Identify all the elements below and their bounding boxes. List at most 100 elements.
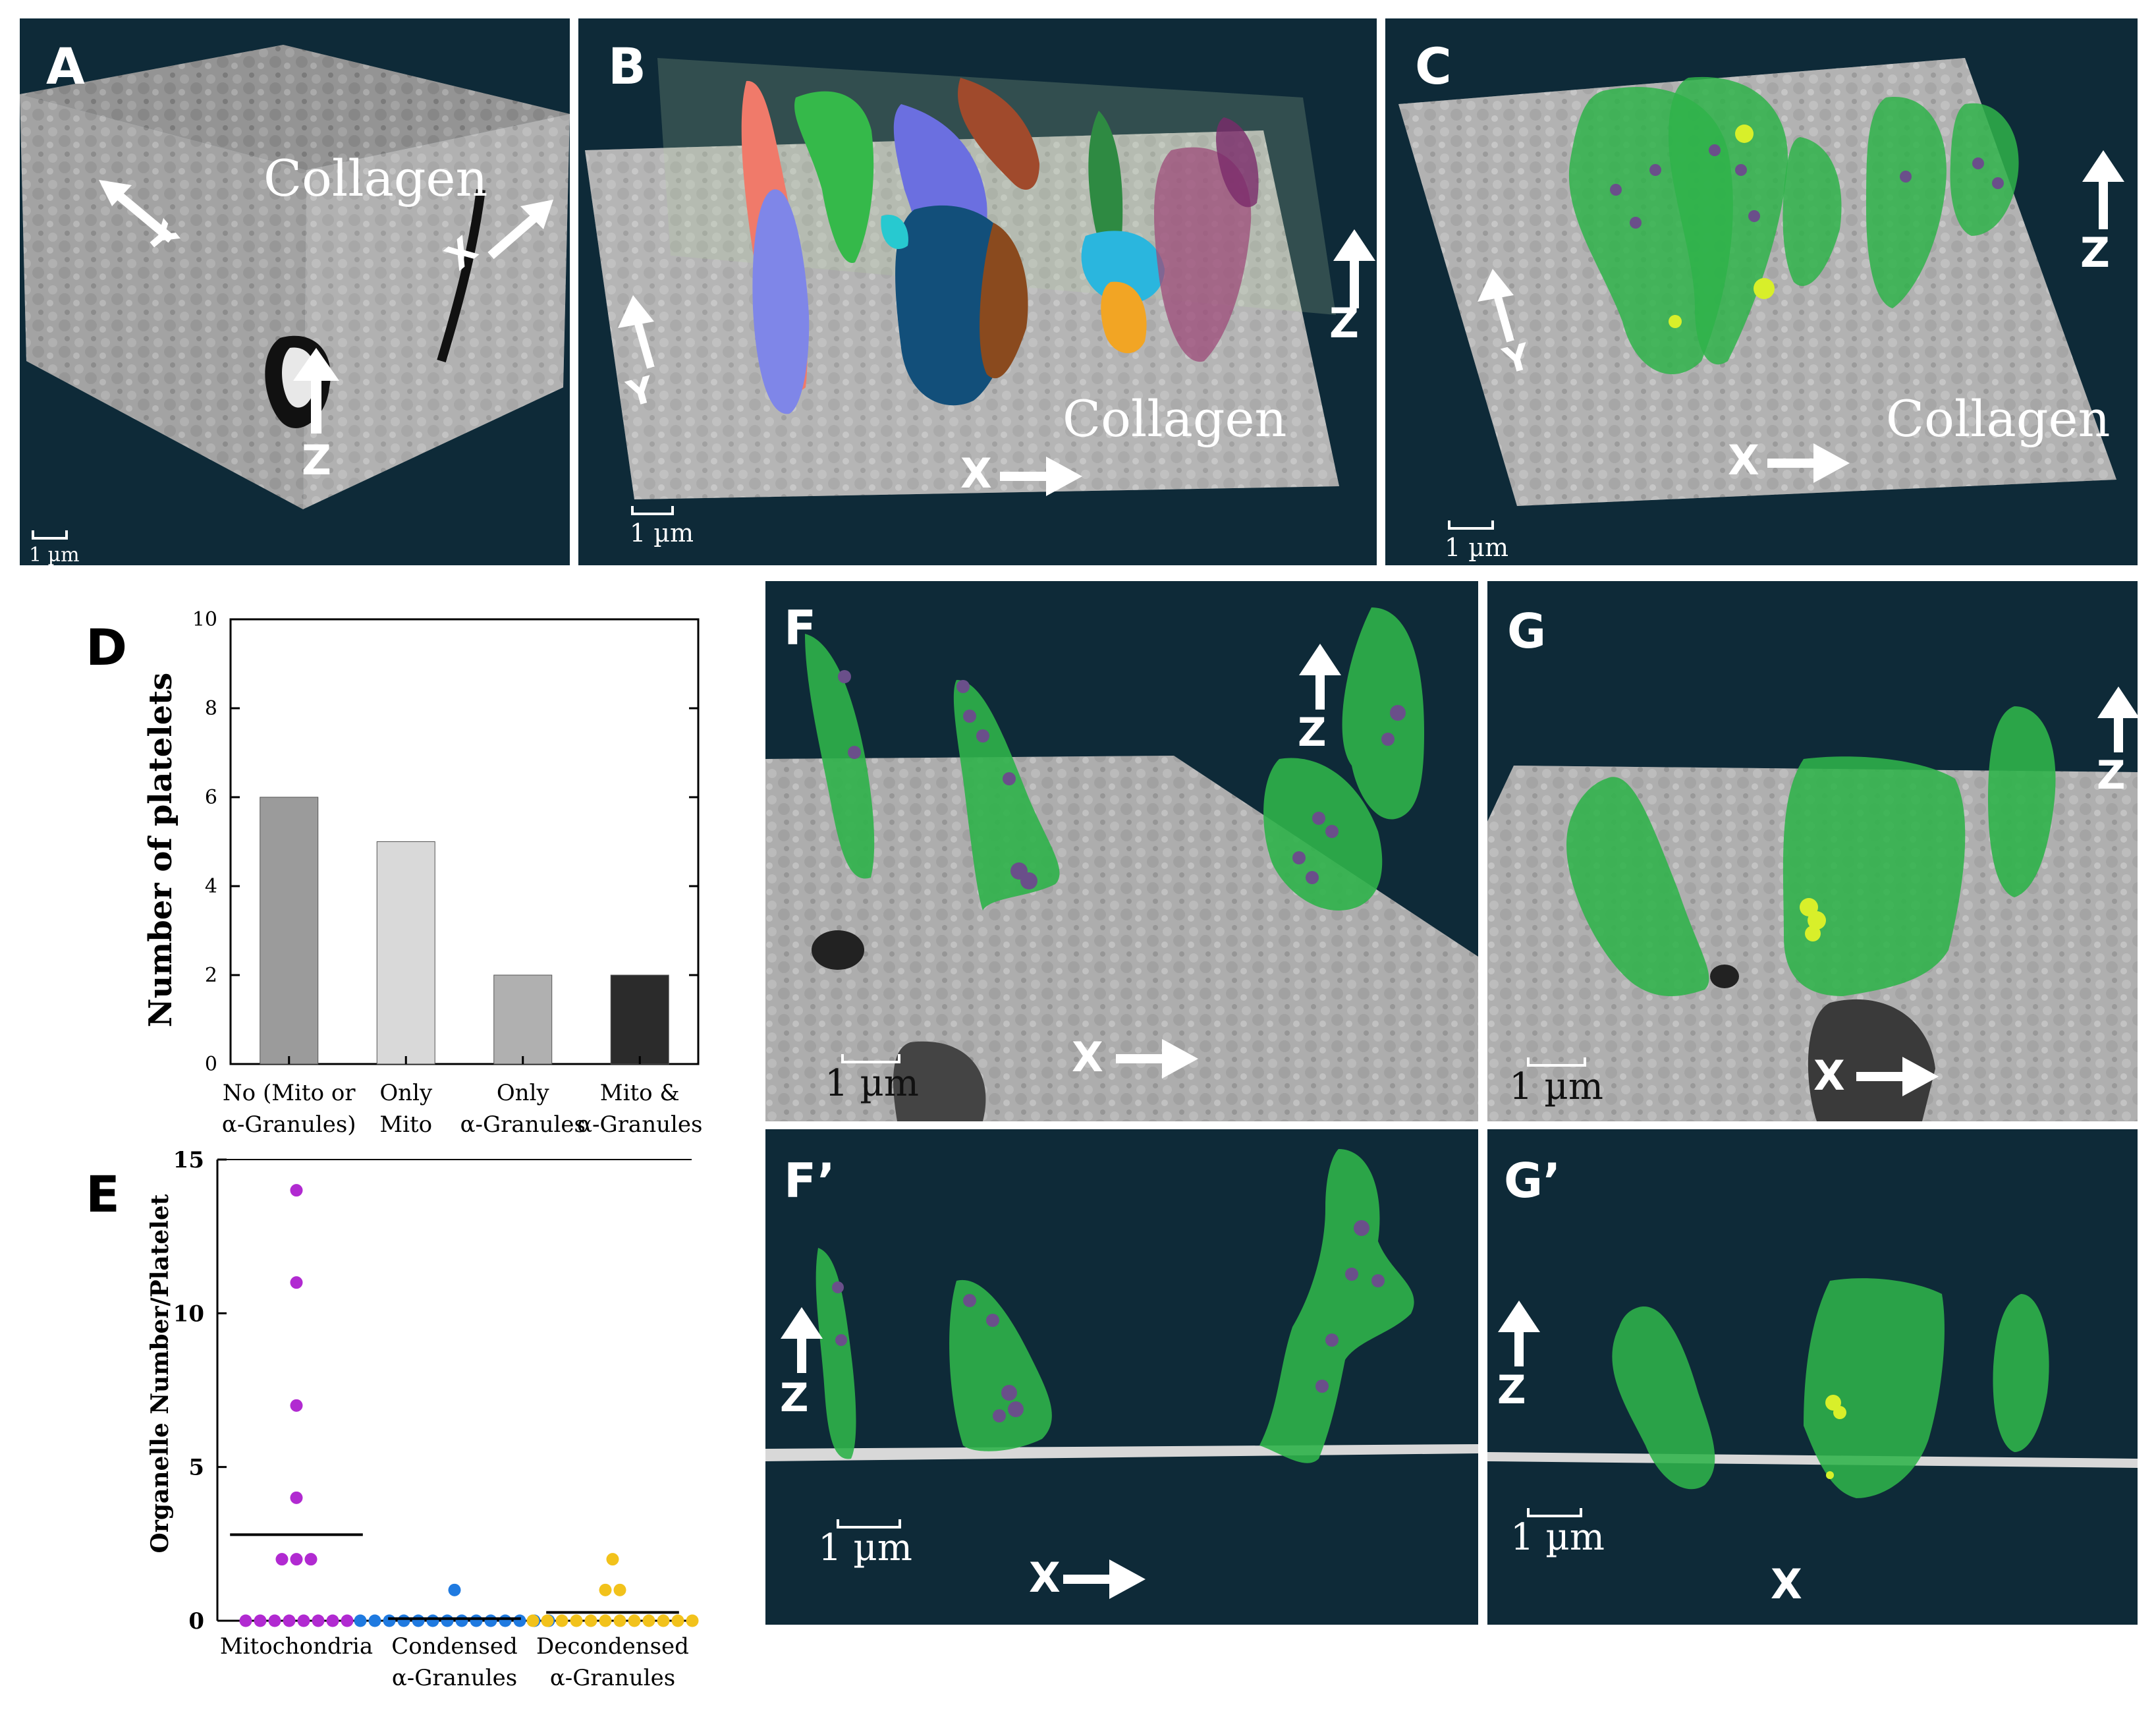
- point-series-1: [484, 1614, 497, 1627]
- x-tick-label: Condensed: [391, 1633, 518, 1660]
- x-tick-label: Mitochondria: [220, 1633, 373, 1660]
- panel-c-collagen-label: Collagen: [1886, 389, 2111, 448]
- x-tick-label: Mito: [379, 1111, 432, 1138]
- panel-f-prime-scale-label: 1 µm: [818, 1527, 912, 1569]
- point-series-1: [368, 1614, 381, 1627]
- panel-g-label: G: [1507, 603, 1547, 659]
- panel-f-prime-axis-z: Z: [780, 1375, 809, 1421]
- point-series-0: [239, 1614, 252, 1627]
- panel-g-prime-axis-x: X: [1771, 1560, 1802, 1608]
- point-series-2: [599, 1614, 612, 1627]
- panel-b-scale-bar: [631, 506, 674, 515]
- point-series-2: [686, 1614, 699, 1627]
- y-tick-label: 4: [205, 875, 217, 898]
- panel-a: A Collagen Y X Z 1 µm: [20, 18, 570, 565]
- panel-f: F Z X 1 µm: [765, 581, 1478, 1121]
- point-series-1: [499, 1614, 512, 1627]
- x-tick-label: α-Granules: [392, 1665, 517, 1691]
- point-series-0: [290, 1553, 303, 1566]
- panel-g-axis-x: X: [1813, 1052, 1845, 1100]
- panel-e-chart: Organelle Number/Platelet 0 5 10 15 Mitochon…: [146, 1147, 699, 1691]
- y-tick-label: 0: [188, 1608, 204, 1635]
- panel-g-axis-z: Z: [2097, 752, 2126, 799]
- panel-g-prime-axis-z: Z: [1497, 1367, 1526, 1413]
- point-series-0: [268, 1614, 281, 1627]
- panel-g-arrow-x: [1856, 1057, 1939, 1096]
- panel-b-axis-x: X: [960, 449, 992, 497]
- panel-a-axis-z: Z: [302, 436, 331, 484]
- x-tick-label: α-Granules: [550, 1665, 675, 1691]
- point-series-0: [290, 1184, 303, 1197]
- point-series-0: [290, 1276, 303, 1289]
- bar-2: [493, 974, 553, 1065]
- panel-a-arrow-x: [487, 200, 553, 260]
- y-tick-label: 15: [173, 1147, 204, 1173]
- x-tick-label: Only: [497, 1080, 550, 1106]
- y-tick-label: 8: [205, 697, 217, 720]
- panel-f-arrow-x: [1116, 1039, 1198, 1079]
- bar-0: [260, 797, 319, 1065]
- panel-b-arrow-y: [618, 295, 655, 369]
- point-series-2: [599, 1583, 612, 1596]
- panel-a-scale-label: 1 µm: [29, 544, 80, 565]
- x-tick-label: Mito &: [600, 1080, 680, 1106]
- panel-g-prime-render: [1487, 1278, 2138, 1498]
- point-series-2: [671, 1614, 684, 1627]
- panel-a-arrow-y: [99, 180, 175, 243]
- point-series-2: [606, 1553, 619, 1566]
- panel-g-prime-label: G’: [1504, 1153, 1561, 1208]
- panel-f-axis-z: Z: [1298, 710, 1327, 756]
- point-series-0: [275, 1553, 289, 1566]
- panel-b-scale-label: 1 µm: [630, 519, 694, 547]
- x-tick-label: Decondensed: [536, 1633, 689, 1660]
- panel-f-arrow-z: [1299, 644, 1341, 710]
- panel-e-label: E: [86, 1165, 120, 1223]
- panel-f-label: F: [784, 600, 817, 656]
- y-tick-label: 6: [205, 786, 217, 809]
- point-series-2: [628, 1614, 641, 1627]
- point-series-1: [448, 1583, 461, 1596]
- bar-1: [376, 841, 435, 1065]
- panel-g-prime-arrow-z: [1498, 1301, 1540, 1366]
- panel-e-ylabel: Organelle Number/Platelet: [146, 1194, 174, 1553]
- panel-f-prime-arrow-z: [781, 1307, 823, 1373]
- y-tick-label: 5: [188, 1455, 204, 1481]
- panel-b-arrow-x: [1000, 457, 1082, 496]
- panel-f-prime-render: [765, 1149, 1478, 1463]
- panel-g-prime-scale-label: 1 µm: [1510, 1516, 1605, 1559]
- panel-d-chart: Number of platelets 0 2 4 6 8 10 No (Mito or α-…: [142, 608, 702, 1138]
- panel-d-label: D: [86, 618, 128, 677]
- panel-f-prime-axis-x: X: [1029, 1554, 1061, 1602]
- point-series-2: [657, 1614, 670, 1627]
- x-tick-label: α-Granules: [577, 1111, 702, 1138]
- point-series-1: [513, 1614, 526, 1627]
- panel-g-scale-bar: [1527, 1057, 1586, 1067]
- panel-b-collagen-label: Collagen: [1063, 389, 1287, 448]
- panel-a-label: A: [46, 37, 85, 96]
- panel-c-arrow-x: [1767, 443, 1850, 483]
- point-series-1: [383, 1614, 396, 1627]
- point-series-0: [326, 1614, 339, 1627]
- point-series-2: [613, 1614, 626, 1627]
- panel-c-render: [1398, 58, 2116, 506]
- point-series-0: [341, 1614, 354, 1627]
- point-series-2: [613, 1583, 626, 1596]
- panel-b-axis-z: Z: [1329, 299, 1359, 347]
- point-series-1: [441, 1614, 454, 1627]
- panel-f-prime-arrow-x: [1063, 1559, 1146, 1599]
- point-series-0: [290, 1491, 303, 1504]
- panel-f-scale-bar: [841, 1054, 900, 1063]
- panel-c-axis-z: Z: [2080, 229, 2110, 277]
- point-series-2: [526, 1614, 539, 1627]
- panel-c-axis-x: X: [1728, 436, 1759, 484]
- panel-a-cube: [20, 45, 570, 509]
- point-series-0: [290, 1399, 303, 1412]
- panel-f-axis-x: X: [1072, 1033, 1103, 1081]
- panel-f-render: [765, 607, 1478, 1121]
- point-series-2: [570, 1614, 583, 1627]
- point-series-0: [283, 1614, 296, 1627]
- x-tick-label: Only: [379, 1080, 433, 1106]
- y-tick-label: 0: [205, 1053, 217, 1076]
- panel-b-arrow-z: [1333, 229, 1375, 308]
- panel-c-scale-bar: [1448, 520, 1494, 530]
